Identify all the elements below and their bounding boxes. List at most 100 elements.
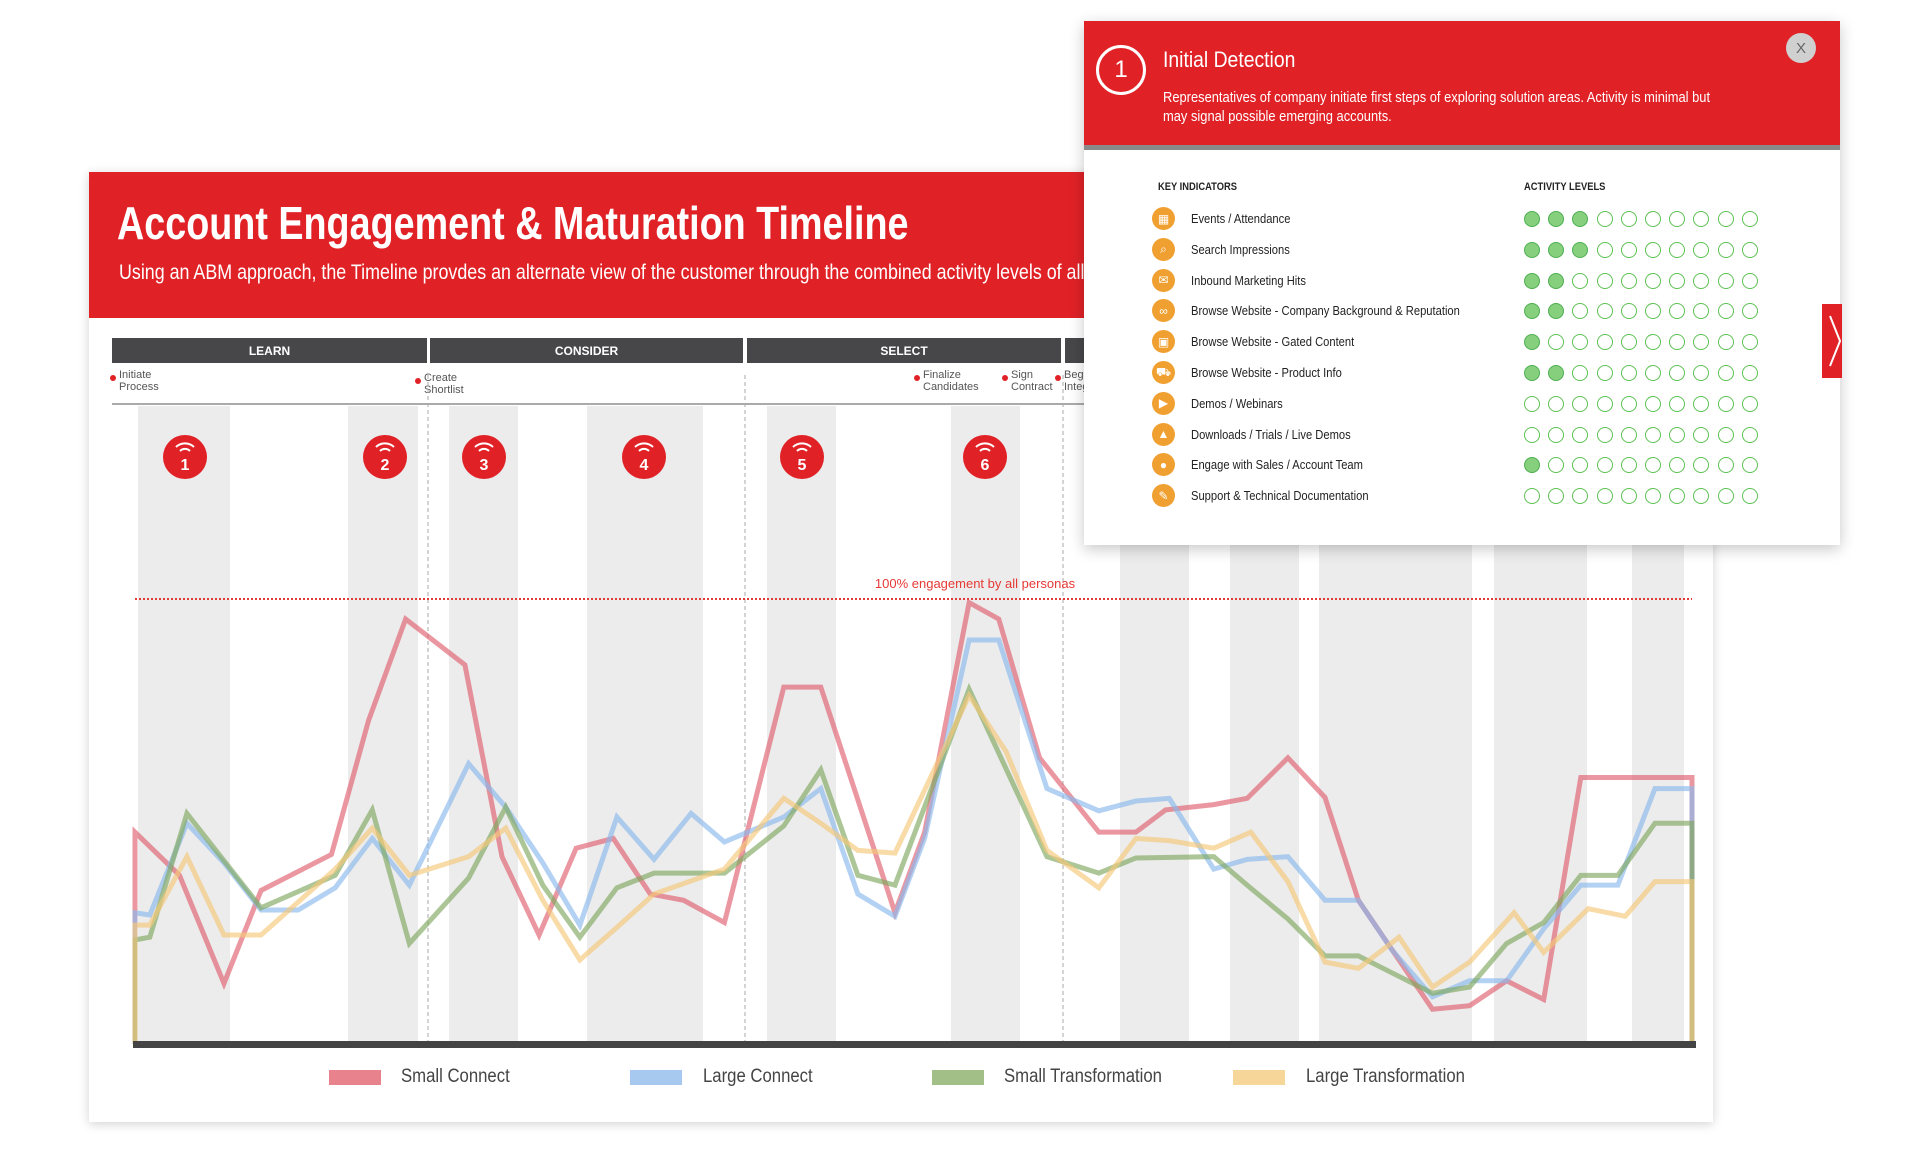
indicator-row: ✉ Inbound Marketing Hits — [1152, 268, 1812, 293]
activity-level-dot — [1596, 334, 1613, 351]
activity-level-dot — [1693, 241, 1710, 258]
cart-icon: ⛟ — [1152, 361, 1175, 384]
activity-level-dot — [1645, 488, 1661, 505]
activity-level-dot — [1645, 334, 1661, 351]
wifi-icon — [175, 442, 195, 452]
activity-level-dot — [1572, 241, 1589, 258]
indicator-row: ⛟ Browse Website - Product Info — [1152, 361, 1812, 385]
envelope-icon: ✉ — [1152, 268, 1175, 292]
activity-level-dot — [1669, 426, 1686, 443]
activity-level-dot — [1741, 303, 1758, 320]
activity-level-dot — [1693, 334, 1710, 351]
glasses-icon: ∞ — [1152, 299, 1175, 323]
activity-level-dot — [1596, 272, 1613, 289]
activity-level-dot — [1596, 488, 1613, 505]
wifi-icon — [375, 442, 395, 452]
flask-icon: ▲ — [1152, 422, 1175, 446]
stage-number-badge: 1 — [1096, 45, 1146, 95]
activity-level-dot — [1717, 241, 1734, 258]
activity-level-dot — [1645, 426, 1661, 443]
chart-baseline — [133, 1041, 1696, 1048]
timeline-band — [767, 406, 836, 1041]
milestone-label: Shortlist — [424, 384, 464, 396]
wifi-icon — [634, 442, 654, 452]
stage-detail-panel: 1 Initial Detection Representatives of c… — [1084, 21, 1840, 545]
wifi-icon — [975, 442, 995, 452]
activity-level-dot — [1524, 426, 1540, 443]
legend-small-connect: Small Connect — [401, 1066, 510, 1087]
timeline-band — [449, 406, 518, 1041]
phase-learn[interactable]: LEARN — [112, 338, 427, 363]
activity-level-dot — [1572, 334, 1589, 351]
phase-consider[interactable]: CONSIDER — [430, 338, 743, 363]
stage-marker-2[interactable]: 2 — [363, 435, 407, 479]
activity-level-dot — [1524, 488, 1540, 505]
activity-level-dot — [1669, 272, 1686, 289]
indicator-label: Browse Website - Gated Content — [1191, 334, 1355, 350]
activity-level-dot — [1717, 303, 1734, 320]
stage-marker-5[interactable]: 5 — [780, 435, 824, 479]
stage-marker-number: 3 — [480, 457, 489, 474]
activity-level-dot — [1645, 211, 1661, 227]
legend-swatch-large-connect — [630, 1070, 682, 1085]
activity-level-dot — [1645, 395, 1661, 412]
activity-levels-heading: ACTIVITY LEVELS — [1524, 181, 1606, 193]
activity-level-dot — [1669, 365, 1686, 381]
milestone-dot — [1055, 375, 1061, 381]
milestone-dot — [914, 375, 920, 381]
activity-level-dot — [1741, 365, 1758, 381]
close-button[interactable]: X — [1786, 33, 1816, 63]
activity-level-dot — [1741, 426, 1758, 443]
legend-large-transformation: Large Transformation — [1306, 1066, 1465, 1087]
series-large-transformation — [132, 690, 1695, 1044]
milestone-label: Process — [119, 381, 159, 393]
milestone-label: Integ — [1064, 381, 1089, 393]
activity-level-dot — [1620, 365, 1637, 381]
activity-level-dot — [1693, 303, 1710, 320]
activity-level-dot — [1524, 365, 1540, 381]
activity-level-dot — [1548, 241, 1565, 258]
milestone-divider — [112, 403, 1695, 405]
reference-line-label: 100% engagement by all personas — [875, 576, 1076, 591]
phase-select[interactable]: SELECT — [747, 338, 1061, 363]
milestone-dot — [415, 378, 421, 384]
indicator-row: ▶ Demos / Webinars — [1152, 391, 1812, 416]
activity-level-dot — [1572, 211, 1589, 227]
milestone-dot — [110, 375, 116, 381]
activity-level-dot — [1620, 395, 1637, 412]
stage-marker-number: 4 — [640, 457, 649, 474]
indicator-row: ∞ Browse Website - Company Background & R… — [1152, 299, 1812, 323]
activity-level-dot — [1572, 426, 1589, 443]
stage-marker-number: 5 — [798, 457, 807, 474]
presentation-icon: ▶ — [1152, 391, 1175, 415]
indicator-row: ▲ Downloads / Trials / Live Demos — [1152, 422, 1812, 447]
activity-level-dot — [1548, 395, 1565, 412]
panel-header: 1 Initial Detection Representatives of c… — [1084, 21, 1840, 150]
stage-marker-3[interactable]: 3 — [462, 435, 506, 479]
milestone-label: Candidates — [923, 381, 979, 393]
indicator-label: Inbound Marketing Hits — [1191, 272, 1306, 288]
panel-title: Initial Detection — [1163, 47, 1296, 72]
indicator-label: Browse Website - Product Info — [1191, 365, 1342, 380]
indicator-label: Support & Technical Documentation — [1191, 488, 1369, 504]
stage-marker-6[interactable]: 6 — [963, 435, 1007, 479]
activity-level-dot — [1669, 241, 1686, 258]
milestone-label: Sign — [1011, 369, 1034, 381]
activity-level-dot — [1620, 457, 1637, 474]
timeline-band — [138, 406, 230, 1041]
activity-level-dot — [1596, 241, 1613, 258]
indicator-label: Downloads / Trials / Live Demos — [1191, 426, 1351, 442]
activity-level-dot — [1572, 488, 1589, 505]
indicator-label: Browse Website - Company Background & Re… — [1191, 303, 1460, 319]
stage-marker-1[interactable]: 1 — [163, 435, 207, 479]
activity-level-dot — [1548, 272, 1565, 289]
wrench-icon: ✎ — [1152, 484, 1175, 508]
activity-level-dot — [1620, 241, 1637, 258]
indicator-row: ⌕ Search Impressions — [1152, 237, 1812, 262]
activity-level-dot — [1524, 241, 1540, 258]
milestone-initiate-process: Initiate Process — [110, 369, 159, 393]
stage-marker-4[interactable]: 4 — [622, 435, 666, 479]
next-stage-button[interactable] — [1822, 304, 1842, 378]
page-title: Account Engagement & Maturation Timeline — [117, 197, 909, 249]
series-large-connect — [132, 637, 1695, 1044]
